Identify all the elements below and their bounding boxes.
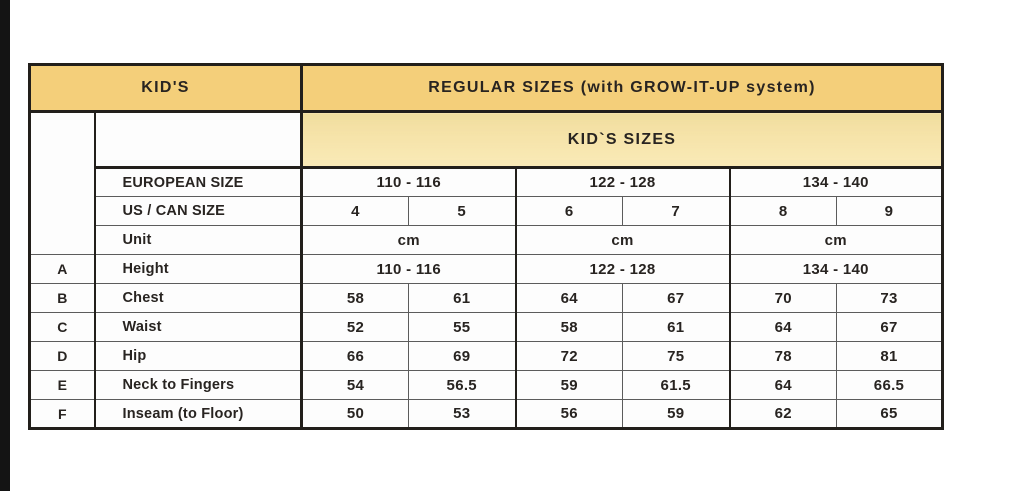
hip-value-1: 69: [408, 341, 516, 371]
us-can-size-4: 8: [728, 196, 837, 226]
us-can-size-row: US / CAN SIZE 4 5 6 7 8 9: [30, 196, 943, 226]
spacer-label-column: [93, 111, 302, 169]
hip-value-4: 78: [728, 341, 837, 371]
waist-value-0: 52: [300, 312, 409, 342]
kids-size-chart-table: KID'S REGULAR SIZES (with GROW-IT-UP sys…: [28, 63, 945, 430]
chest-value-1: 61: [408, 283, 516, 313]
hip-value-5: 81: [835, 341, 943, 371]
chest-value-3: 67: [622, 283, 730, 313]
unit-1: cm: [514, 225, 730, 255]
chest-value-5: 73: [835, 283, 943, 313]
height-range-0: 110 - 116: [300, 254, 516, 284]
chest-value-2: 64: [514, 283, 623, 313]
letter-d: D: [29, 341, 95, 371]
waist-value-1: 55: [408, 312, 516, 342]
us-can-size-3: 7: [622, 196, 730, 226]
inseam-value-5: 65: [835, 399, 943, 429]
height-row: A Height 110 - 116 122 - 128 134 - 140: [29, 254, 943, 284]
unit-2: cm: [728, 225, 943, 255]
label-unit: Unit: [93, 225, 302, 255]
hip-value-2: 72: [514, 341, 623, 371]
us-can-size-5: 9: [835, 196, 943, 226]
waist-value-3: 61: [622, 312, 730, 342]
neck-to-fingers-value-4: 64: [728, 370, 837, 400]
unit-0: cm: [300, 225, 516, 255]
chest-row: B Chest 58 61 64 67 70 73: [29, 283, 943, 313]
european-size-range-2: 134 - 140: [728, 166, 943, 197]
hip-row: D Hip 66 69 72 75 78 81: [29, 341, 943, 371]
label-us-can-size: US / CAN SIZE: [93, 196, 302, 226]
neck-to-fingers-value-1: 56.5: [408, 370, 516, 400]
us-can-size-1: 5: [408, 196, 516, 226]
chest-value-4: 70: [728, 283, 837, 313]
height-range-2: 134 - 140: [728, 254, 943, 284]
chest-value-0: 58: [300, 283, 409, 313]
us-can-size-0: 4: [300, 196, 409, 226]
header-kids: KID'S: [29, 64, 302, 113]
hip-value-3: 75: [622, 341, 730, 371]
letter-c: C: [29, 312, 95, 342]
label-hip: Hip: [93, 341, 302, 371]
inseam-value-3: 59: [622, 399, 730, 429]
letter-f: F: [29, 399, 95, 429]
header-row: KID'S REGULAR SIZES (with GROW-IT-UP sys…: [29, 64, 943, 113]
waist-value-4: 64: [728, 312, 837, 342]
neck-to-fingers-value-0: 54: [300, 370, 409, 400]
label-inseam: Inseam (to Floor): [93, 399, 302, 429]
label-european-size: EUROPEAN SIZE: [93, 166, 302, 197]
left-black-edge-bar: [0, 0, 10, 491]
letter-e: E: [29, 370, 95, 400]
label-chest: Chest: [93, 283, 302, 313]
header-regular-sizes: REGULAR SIZES (with GROW-IT-UP system): [299, 64, 943, 113]
inseam-row: F Inseam (to Floor) 50 53 56 59 62 65: [29, 399, 943, 429]
european-size-range-1: 122 - 128: [514, 166, 730, 197]
height-range-1: 122 - 128: [514, 254, 730, 284]
neck-to-fingers-row: E Neck to Fingers 54 56.5 59 61.5 64 66.…: [29, 370, 943, 400]
neck-to-fingers-value-5: 66.5: [835, 370, 943, 400]
label-neck-to-fingers: Neck to Fingers: [93, 370, 302, 400]
subheader-kids-sizes: KID`S SIZES: [299, 111, 943, 169]
subheader-row: KID`S SIZES: [29, 111, 943, 255]
label-waist: Waist: [93, 312, 302, 342]
inseam-value-1: 53: [408, 399, 516, 429]
neck-to-fingers-value-2: 59: [514, 370, 623, 400]
letter-a: A: [29, 254, 95, 284]
spacer-letter-column: [29, 111, 95, 255]
european-size-range-0: 110 - 116: [300, 166, 516, 197]
hip-value-0: 66: [300, 341, 409, 371]
neck-to-fingers-value-3: 61.5: [622, 370, 730, 400]
european-size-row: EUROPEAN SIZE 110 - 116 122 - 128 134 - …: [30, 166, 943, 197]
waist-value-5: 67: [835, 312, 943, 342]
us-can-size-2: 6: [514, 196, 623, 226]
inseam-value-2: 56: [514, 399, 623, 429]
inseam-value-4: 62: [728, 399, 837, 429]
letter-b: B: [29, 283, 95, 313]
label-height: Height: [93, 254, 302, 284]
waist-value-2: 58: [514, 312, 623, 342]
inseam-value-0: 50: [300, 399, 409, 429]
waist-row: C Waist 52 55 58 61 64 67: [29, 312, 943, 342]
unit-row: Unit cm cm cm: [30, 225, 943, 255]
